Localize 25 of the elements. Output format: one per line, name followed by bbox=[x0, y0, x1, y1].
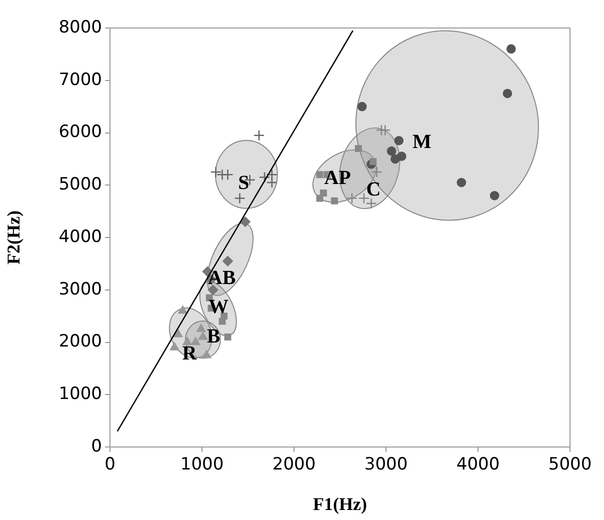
x-tick-label: 2000 bbox=[272, 454, 316, 475]
y-tick-label: 3000 bbox=[58, 279, 102, 300]
x-tick-label: 5000 bbox=[548, 454, 592, 475]
x-tick-label: 4000 bbox=[456, 454, 500, 475]
y-tick-label: 1000 bbox=[58, 384, 102, 404]
annotation: R bbox=[182, 342, 198, 365]
y-tick-label: 5000 bbox=[58, 174, 102, 195]
x-axis-title: F1(Hz) bbox=[313, 494, 367, 514]
x-tick-label: 1000 bbox=[180, 454, 224, 475]
x-tick-label: 0 bbox=[104, 454, 116, 475]
y-tick-label: 2000 bbox=[58, 332, 102, 352]
annotation: S bbox=[238, 172, 250, 194]
annotation: W bbox=[208, 296, 229, 318]
y-tick-label: 6000 bbox=[58, 122, 102, 142]
annotation: AP bbox=[324, 166, 351, 189]
annotation: M bbox=[412, 131, 432, 154]
y-tick-label: 7000 bbox=[58, 70, 102, 90]
y-tick-label: 4000 bbox=[58, 226, 102, 247]
y-tick-label: 0 bbox=[91, 436, 102, 456]
annotation: B bbox=[206, 325, 220, 348]
x-tick-label: 3000 bbox=[364, 454, 408, 475]
annotation: AB bbox=[208, 267, 236, 290]
y-tick-label: 8000 bbox=[58, 17, 102, 38]
annotation: C bbox=[366, 178, 381, 201]
y-axis-title: F2(Hz) bbox=[3, 210, 24, 264]
